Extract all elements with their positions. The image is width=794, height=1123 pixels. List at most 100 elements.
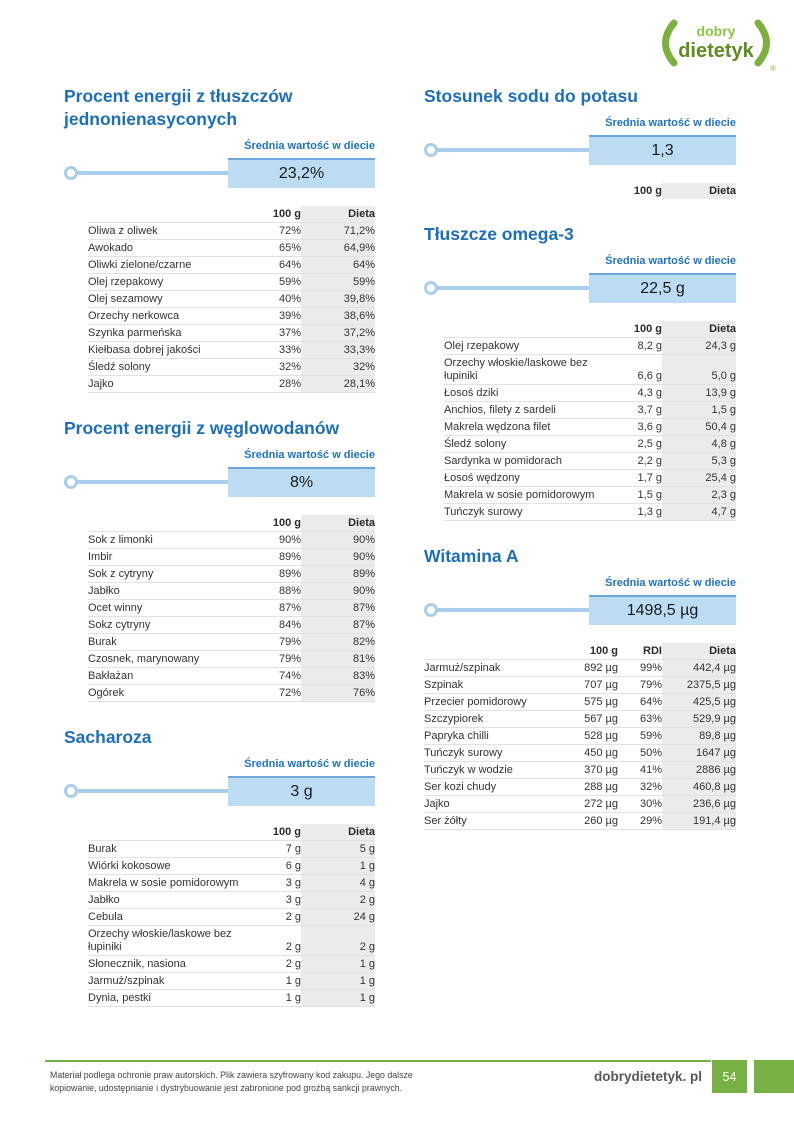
table-row: Przecier pomidorowy 575 µg 64% 425,5 µg — [424, 693, 736, 711]
section-omega3-fats: Tłuszcze omega-3 Średnia wartość w dieci… — [424, 223, 736, 521]
food-name: Sok z limonki — [88, 531, 239, 549]
avg-label: Średnia wartość w diecie — [605, 577, 736, 589]
food-value: 90% — [301, 582, 375, 600]
food-value: 1,5 g — [600, 486, 662, 504]
food-value: 2,5 g — [600, 435, 662, 453]
food-value: 33% — [239, 341, 301, 359]
footer-divider — [45, 1060, 711, 1062]
food-value: 72% — [239, 684, 301, 702]
food-name: Makrela wędzona filet — [444, 418, 600, 436]
food-value: 64,9% — [301, 239, 375, 257]
food-value: 2886 µg — [662, 761, 736, 779]
food-name: Przecier pomidorowy — [424, 693, 556, 711]
right-column: Stosunek sodu do potasu Średnia wartość … — [424, 85, 736, 1031]
table-header-row: 100 g Dieta — [88, 206, 375, 223]
food-value: 260 µg — [556, 812, 618, 830]
laurel-right-icon — [754, 19, 770, 67]
table-row: Orzechy włoskie/laskowe bez łupiniki 6,6 … — [444, 354, 736, 385]
table-row: Oliwa z oliwek 72% 71,2% — [88, 222, 375, 240]
food-value: 79% — [239, 633, 301, 651]
table-row: Ocet winny 87% 87% — [88, 599, 375, 617]
table-row: Tuńczyk surowy 1,3 g 4,7 g — [444, 503, 736, 521]
col-header-empty — [444, 321, 600, 338]
food-value: 567 µg — [556, 710, 618, 728]
table-row: Makrela wędzona filet 3,6 g 50,4 g — [444, 418, 736, 436]
food-value: 32% — [301, 358, 375, 376]
food-value: 4,8 g — [662, 435, 736, 453]
col-header: 100 g — [239, 515, 301, 532]
food-value: 79% — [618, 676, 662, 694]
avg-value: 8% — [289, 474, 314, 491]
food-value: 529,9 µg — [662, 710, 736, 728]
food-value: 88% — [239, 582, 301, 600]
food-value: 24,3 g — [662, 337, 736, 355]
food-name: Oliwa z oliwek — [88, 222, 239, 240]
copyright-notice: Materiał podlega ochronie praw autorskic… — [50, 1069, 413, 1095]
table-row: Ser żółty 260 µg 29% 191,4 µg — [424, 812, 736, 830]
food-name: Oliwki zielone/czarne — [88, 256, 239, 274]
food-value: 4 g — [301, 874, 375, 892]
avg-value: 1498,5 µg — [626, 602, 699, 619]
food-name: Wiórki kokosowe — [88, 857, 239, 875]
table-row: Makrela w sosie pomidorowym 1,5 g 2,3 g — [444, 486, 736, 504]
food-value: 1 g — [239, 989, 301, 1007]
food-name: Szpinak — [424, 676, 556, 694]
food-value: 6,6 g — [600, 354, 662, 385]
food-name: Sokz cytryny — [88, 616, 239, 634]
food-value: 90% — [239, 531, 301, 549]
food-name: Makrela w sosie pomidorowym — [444, 486, 600, 504]
table-row: Sok z cytryny 89% 89% — [88, 565, 375, 583]
col-header: Dieta — [662, 643, 736, 660]
table-header-row: 100 g Dieta — [88, 824, 375, 841]
food-value: 99% — [618, 659, 662, 677]
avg-label: Średnia wartość w diecie — [605, 255, 736, 267]
food-value: 3 g — [239, 874, 301, 892]
registered-mark-icon: ® — [770, 64, 776, 73]
table-row: Olej rzepakowy 8,2 g 24,3 g — [444, 337, 736, 355]
food-name: Słonecznik, nasiona — [88, 955, 239, 973]
table-row: Tuńczyk w wodzie 370 µg 41% 2886 µg — [424, 761, 736, 779]
food-name: Tuńczyk surowy — [424, 744, 556, 762]
food-name: Bakłażan — [88, 667, 239, 685]
food-value: 79% — [239, 650, 301, 668]
food-value: 25,4 g — [662, 469, 736, 487]
table-row: Jabłko 88% 90% — [88, 582, 375, 600]
avg-label: Średnia wartość w diecie — [244, 758, 375, 770]
avg-value: 22,5 g — [640, 280, 685, 297]
food-value: 40% — [239, 290, 301, 308]
food-name: Dynia, pestki — [88, 989, 239, 1007]
food-value: 4,3 g — [600, 384, 662, 402]
food-value: 7 g — [239, 840, 301, 858]
food-value: 37,2% — [301, 324, 375, 342]
food-value: 90% — [301, 548, 375, 566]
table-row: Szynka parmeńska 37% 37,2% — [88, 324, 375, 342]
table-row: Szpinak 707 µg 79% 2375,5 µg — [424, 676, 736, 694]
table-header-row: 100 g Dieta — [444, 321, 736, 338]
food-value: 76% — [301, 684, 375, 702]
food-value: 89% — [239, 565, 301, 583]
col-header: 100 g — [239, 824, 301, 841]
food-name: Anchios, filety z sardeli — [444, 401, 600, 419]
table-row: Olej sezamowy 40% 39,8% — [88, 290, 375, 308]
food-value: 4,7 g — [662, 503, 736, 521]
food-name: Burak — [88, 633, 239, 651]
food-value: 30% — [618, 795, 662, 813]
food-name: Orzechy włoskie/laskowe bez łupiniki — [88, 925, 239, 956]
brand-logo: dobry dietetyk ® — [650, 16, 785, 79]
food-name: Sok z cytryny — [88, 565, 239, 583]
food-value: 3,7 g — [600, 401, 662, 419]
food-value: 2 g — [301, 925, 375, 956]
col-header: Dieta — [301, 824, 375, 841]
food-table: 100 g Dieta — [444, 183, 736, 199]
food-value: 72% — [239, 222, 301, 240]
section-title: Tłuszcze omega-3 — [424, 224, 574, 244]
food-value: 3 g — [239, 891, 301, 909]
avg-value-box: 22,5 g — [589, 273, 736, 303]
food-value: 2375,5 µg — [662, 676, 736, 694]
food-value: 370 µg — [556, 761, 618, 779]
table-row: Śledź solony 2,5 g 4,8 g — [444, 435, 736, 453]
